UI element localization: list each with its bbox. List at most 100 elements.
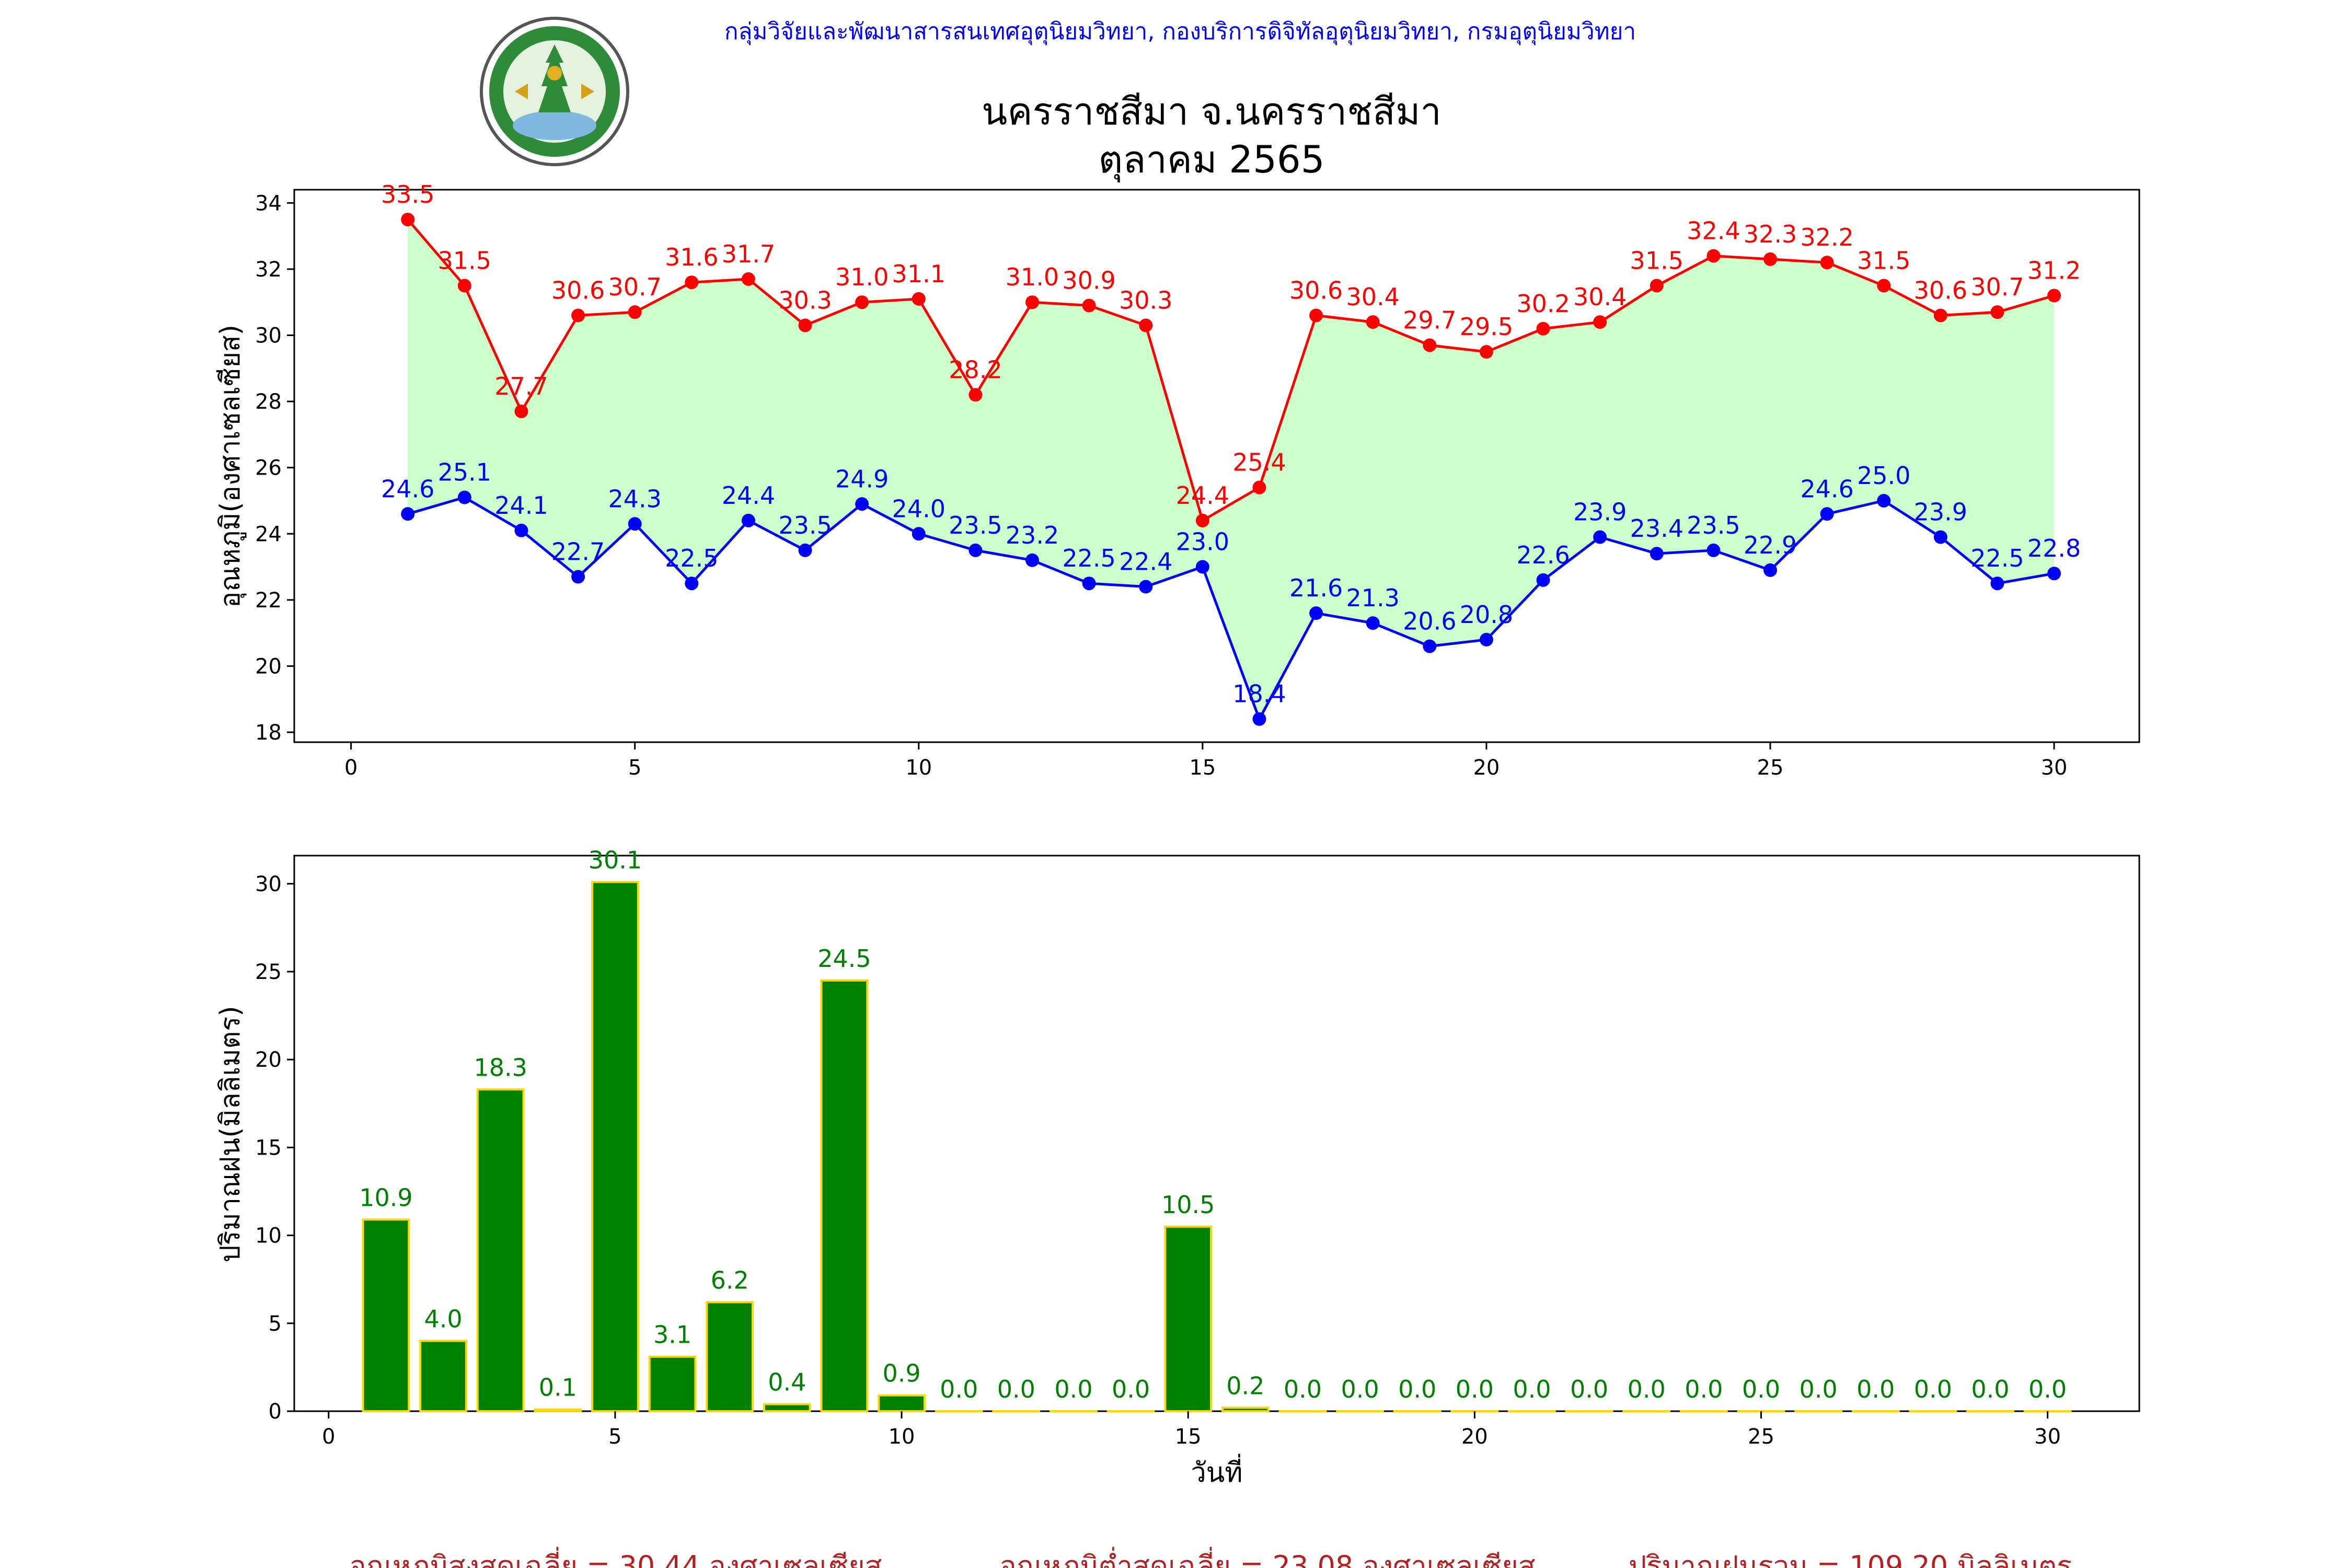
rainfall-plot-frame: [293, 855, 2140, 1412]
rainfall-bar: [935, 1410, 983, 1413]
x-tick-label: 30: [2034, 1425, 2061, 1449]
temperature-y-axis: 18 20 22 24 26 28 30 32 34: [255, 191, 294, 745]
rainfall-data-label: 0.0: [1112, 1375, 1150, 1403]
max-temperature-point: [1877, 279, 1891, 293]
max-temperature-point: [912, 292, 926, 306]
max-temperature-data-label: 30.6: [551, 276, 605, 305]
max-temperature-point: [1423, 338, 1437, 352]
average-max-temperature: อุณหภูมิสูงสุดเฉลี่ย = 30.44 องศาเซลเซีย…: [349, 1547, 882, 1568]
min-temperature-data-label: 23.5: [1687, 511, 1740, 539]
min-temperature-data-label: 18.4: [1232, 680, 1286, 708]
rainfall-data-label: 0.0: [1341, 1375, 1379, 1403]
rainfall-data-label: 0.0: [1628, 1375, 1666, 1403]
rainfall-bar: [1221, 1406, 1270, 1413]
min-temperature-data-label: 23.5: [949, 511, 1002, 539]
min-temperature-data-label: 23.9: [1573, 498, 1627, 526]
x-tick-label: 15: [1189, 756, 1216, 780]
max-temperature-data-label: 32.2: [1800, 223, 1853, 251]
max-temperature-data-label: 31.2: [2027, 257, 2081, 285]
rainfall-bar: [1106, 1410, 1155, 1413]
y-tick-label: 0: [269, 1400, 282, 1424]
max-temperature-point: [969, 388, 983, 402]
max-temperature-point: [2047, 289, 2061, 303]
rainfall-data-label: 0.0: [1054, 1375, 1092, 1403]
max-temperature-data-label: 32.4: [1687, 217, 1740, 245]
rainfall-data-label: 0.2: [1226, 1371, 1264, 1400]
min-temperature-data-label: 22.5: [1970, 544, 2024, 572]
y-tick-label: 28: [255, 390, 282, 414]
y-tick-label: 26: [255, 456, 282, 480]
rainfall-bar: [1278, 1410, 1327, 1413]
max-temperature-data-label: 27.7: [494, 372, 548, 400]
max-temperature-point: [1820, 256, 1834, 270]
min-temperature-point: [912, 527, 926, 541]
y-tick-label: 24: [255, 522, 282, 546]
rainfall-y-axis: 0 5 10 15 20 25 30: [255, 872, 294, 1424]
rainfall-bar: [1164, 1225, 1213, 1413]
min-temperature-line: [407, 495, 2055, 722]
min-temperature-point: [1423, 639, 1437, 653]
min-temperature-point: [1139, 580, 1153, 594]
min-temperature-point: [1082, 577, 1096, 591]
max-temperature-data-label: 28.2: [949, 355, 1002, 384]
rainfall-data-label: 0.0: [1398, 1375, 1436, 1403]
min-temperature-point: [628, 517, 642, 531]
x-tick-label: 25: [1757, 756, 1784, 780]
min-temperature-data-label: 23.2: [1006, 521, 1059, 549]
max-temperature-data-label: 31.5: [1630, 247, 1684, 275]
min-temperature-data-label: 24.9: [835, 465, 889, 493]
y-tick-label: 20: [255, 654, 282, 678]
min-temperature-data-label: 22.8: [2027, 534, 2081, 562]
min-temperature-point: [741, 513, 755, 527]
rainfall-bar: [706, 1301, 754, 1413]
min-temperature-point: [1025, 553, 1039, 567]
max-temperature-data-label: 30.9: [1062, 267, 1115, 295]
x-tick-label: 0: [322, 1425, 335, 1449]
rainfall-bar: [1966, 1410, 2014, 1413]
min-temperature-point: [1536, 573, 1550, 587]
rainfall-data-label: 6.2: [711, 1266, 749, 1294]
x-tick-label: 30: [2041, 756, 2068, 780]
min-temperature-point: [401, 507, 415, 521]
max-temperature-point: [457, 279, 471, 293]
min-temperature-point: [1877, 493, 1891, 508]
rainfall-bar: [648, 1355, 697, 1412]
max-temperature-data-label: 25.4: [1232, 448, 1286, 477]
rainfall-bar: [1794, 1410, 1842, 1413]
rainfall-data-label: 0.9: [882, 1359, 920, 1388]
max-temperature-point: [1593, 315, 1607, 329]
rainfall-data-label: 0.0: [1914, 1375, 1952, 1403]
max-temperature-data-label: 30.3: [1119, 286, 1172, 315]
max-temperature-data-label: 32.3: [1744, 220, 1797, 248]
rainfall-data-label: 24.5: [817, 944, 871, 973]
rainfall-data-label: 0.0: [1857, 1375, 1895, 1403]
temperature-y-axis-label: อุณหภูมิ(องศาเซลเซียส): [215, 325, 247, 608]
rainfall-bar: [1679, 1410, 1728, 1413]
total-rainfall: ปริมาณฝนรวม = 109.20 มิลลิเมตร: [1629, 1550, 2072, 1568]
x-tick-label: 0: [344, 756, 358, 780]
max-temperature-points: 33.531.527.730.6 30.731.6 31.730.331.0 31.1…: [381, 180, 2081, 527]
x-tick-label: 10: [889, 1425, 915, 1449]
max-temperature-data-label: 31.0: [1006, 263, 1059, 291]
min-temperature-point: [1707, 543, 1721, 557]
max-temperature-point: [1990, 305, 2004, 319]
rainfall-bar: [992, 1410, 1041, 1413]
min-temperature-point: [685, 577, 699, 591]
min-temperature-point: [1650, 547, 1664, 561]
rainfall-bar: [1909, 1410, 1957, 1413]
rainfall-data-label: 0.0: [2028, 1375, 2067, 1403]
y-tick-label: 10: [255, 1224, 282, 1248]
max-temperature-line: [407, 218, 2055, 523]
max-temperature-data-label: 31.6: [665, 243, 718, 271]
max-temperature-data-label: 29.5: [1460, 313, 1513, 341]
min-temperature-point: [1479, 632, 1493, 647]
rainfall-data-label: 0.0: [1800, 1375, 1838, 1403]
max-temperature-data-label: 30.7: [608, 273, 661, 301]
rainfall-data-label: 0.0: [997, 1375, 1035, 1403]
min-temperature-data-label: 22.5: [1062, 544, 1115, 572]
rainfall-bar: [1336, 1410, 1384, 1413]
y-tick-label: 30: [255, 872, 282, 896]
min-temperature-data-label: 24.6: [1800, 475, 1853, 503]
min-temperature-data-label: 21.3: [1346, 584, 1399, 612]
